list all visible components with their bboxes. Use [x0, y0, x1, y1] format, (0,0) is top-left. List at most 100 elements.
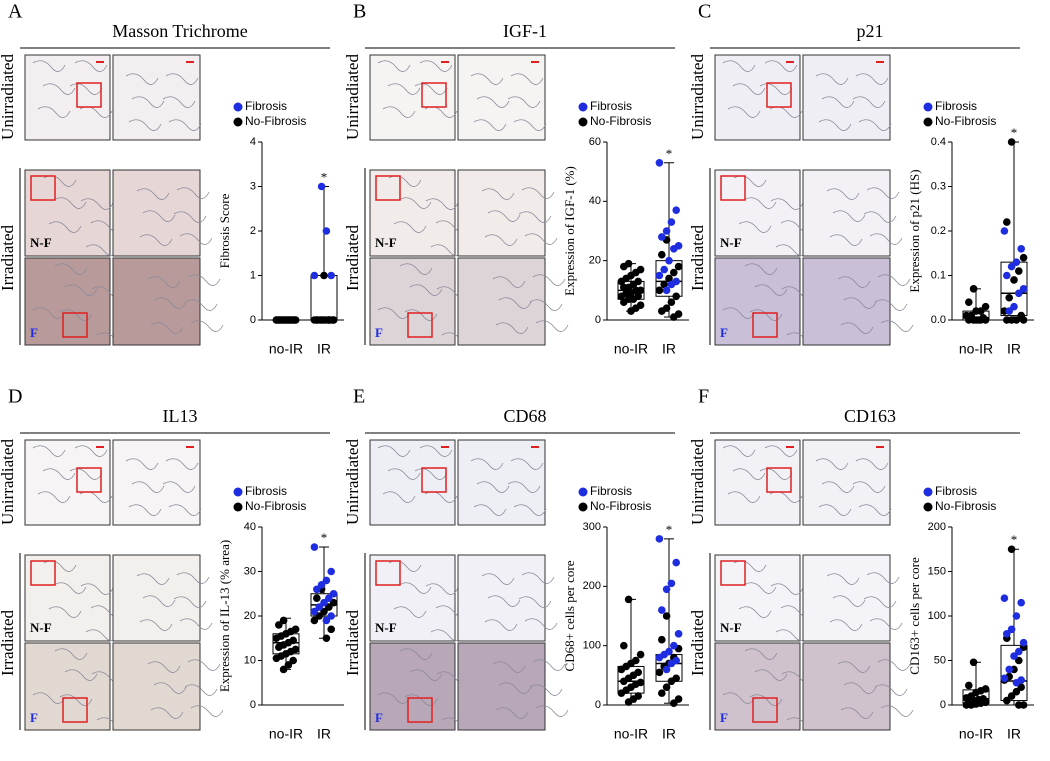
y-tick-label: 10: [244, 654, 256, 666]
data-point: [1010, 276, 1018, 284]
significance: *: [1011, 125, 1018, 140]
tissue: [53, 197, 87, 209]
micrograph: [24, 54, 111, 141]
tissue: [32, 307, 66, 319]
inset-box: [76, 82, 102, 108]
significance: *: [666, 146, 673, 161]
inset-box: [76, 467, 102, 493]
data-point: [965, 316, 973, 324]
tissue: [821, 481, 855, 493]
micrograph: [714, 257, 801, 346]
tissue: [147, 661, 181, 673]
inset-box: [766, 82, 792, 108]
tissue: [48, 221, 82, 233]
tissue: [80, 198, 114, 210]
tissue: [815, 458, 849, 470]
data-point: [672, 206, 680, 215]
tissue: [42, 468, 76, 480]
tissue: [399, 263, 433, 275]
data-point: [1015, 267, 1023, 275]
x-tick-label: IR: [1007, 341, 1021, 357]
data-point: [667, 579, 676, 588]
tissue: [147, 276, 181, 288]
data-point: [325, 603, 333, 611]
panel-title: CD68: [503, 406, 546, 426]
row-label: Irradiated: [688, 224, 707, 291]
image-label: N-F: [375, 620, 397, 635]
data-point: [658, 689, 666, 697]
tissue: [880, 320, 914, 332]
image-label: N-F: [720, 620, 742, 635]
tissue: [425, 583, 459, 595]
inset-box: [752, 312, 778, 338]
legend-marker: [578, 117, 588, 127]
tissue: [481, 188, 515, 200]
tissue: [722, 692, 756, 704]
tissue: [399, 648, 433, 660]
data-point: [275, 621, 283, 629]
y-tick-label: 100: [583, 640, 601, 652]
micrograph: [24, 554, 111, 642]
data-point: [1005, 293, 1013, 302]
legend-marker: [578, 487, 588, 497]
tissue: [518, 596, 552, 608]
data-point: [325, 594, 333, 602]
inset-box: [752, 697, 778, 723]
tissue: [495, 707, 529, 719]
y-axis-label: Expression of IGF-1 (%): [562, 166, 577, 296]
micrograph: [112, 54, 201, 141]
micrograph: [802, 257, 891, 346]
data-point: [327, 625, 336, 634]
data-point: [1010, 652, 1018, 660]
y-tick-label: 150: [928, 565, 946, 577]
data-point: [1000, 594, 1009, 602]
legend-label: Fibrosis: [590, 484, 632, 498]
tissue: [840, 707, 874, 719]
tissue: [495, 322, 529, 334]
tissue: [190, 320, 224, 332]
data-point: [655, 271, 664, 280]
x-tick-label: no-IR: [269, 341, 303, 357]
tissue: [880, 705, 914, 717]
legend-marker: [578, 502, 588, 512]
y-tick-label: 40: [589, 195, 601, 207]
inset-box: [720, 560, 746, 586]
data-point: [313, 585, 321, 594]
tissue: [521, 187, 555, 199]
tissue: [754, 284, 788, 296]
tissue: [722, 60, 756, 72]
tissue: [32, 60, 66, 72]
y-tick-label: 1: [250, 269, 256, 281]
tissue: [855, 458, 889, 470]
tissue: [153, 297, 187, 309]
image-label: N-F: [30, 620, 52, 635]
tissue: [42, 83, 76, 95]
inset-box: [421, 82, 447, 108]
data-point: [1003, 630, 1011, 638]
tissue: [168, 504, 202, 516]
data-point: [310, 543, 319, 551]
tissue: [150, 707, 184, 719]
legend-label: Fibrosis: [935, 484, 977, 498]
micrograph: [369, 439, 456, 526]
y-tick-label: 0: [250, 699, 256, 711]
tissue: [128, 119, 162, 131]
data-point: [1003, 218, 1011, 226]
panel-title: Masson Trichrome: [112, 21, 248, 41]
inset-box: [720, 175, 746, 201]
image-label: F: [30, 325, 38, 340]
tissue: [869, 233, 903, 245]
micrograph: [369, 169, 456, 257]
row-label: Unirradiated: [0, 439, 17, 525]
significance: *: [1011, 532, 1018, 547]
panel-letter: B: [353, 1, 366, 23]
data-point: [662, 612, 671, 620]
tissue: [150, 322, 184, 334]
tissue: [863, 211, 897, 223]
tissue: [832, 595, 866, 607]
data-point: [272, 316, 281, 324]
tissue: [840, 322, 874, 334]
tissue: [727, 106, 761, 118]
data-point: [1000, 227, 1009, 235]
y-tick-label: 3: [250, 180, 256, 192]
